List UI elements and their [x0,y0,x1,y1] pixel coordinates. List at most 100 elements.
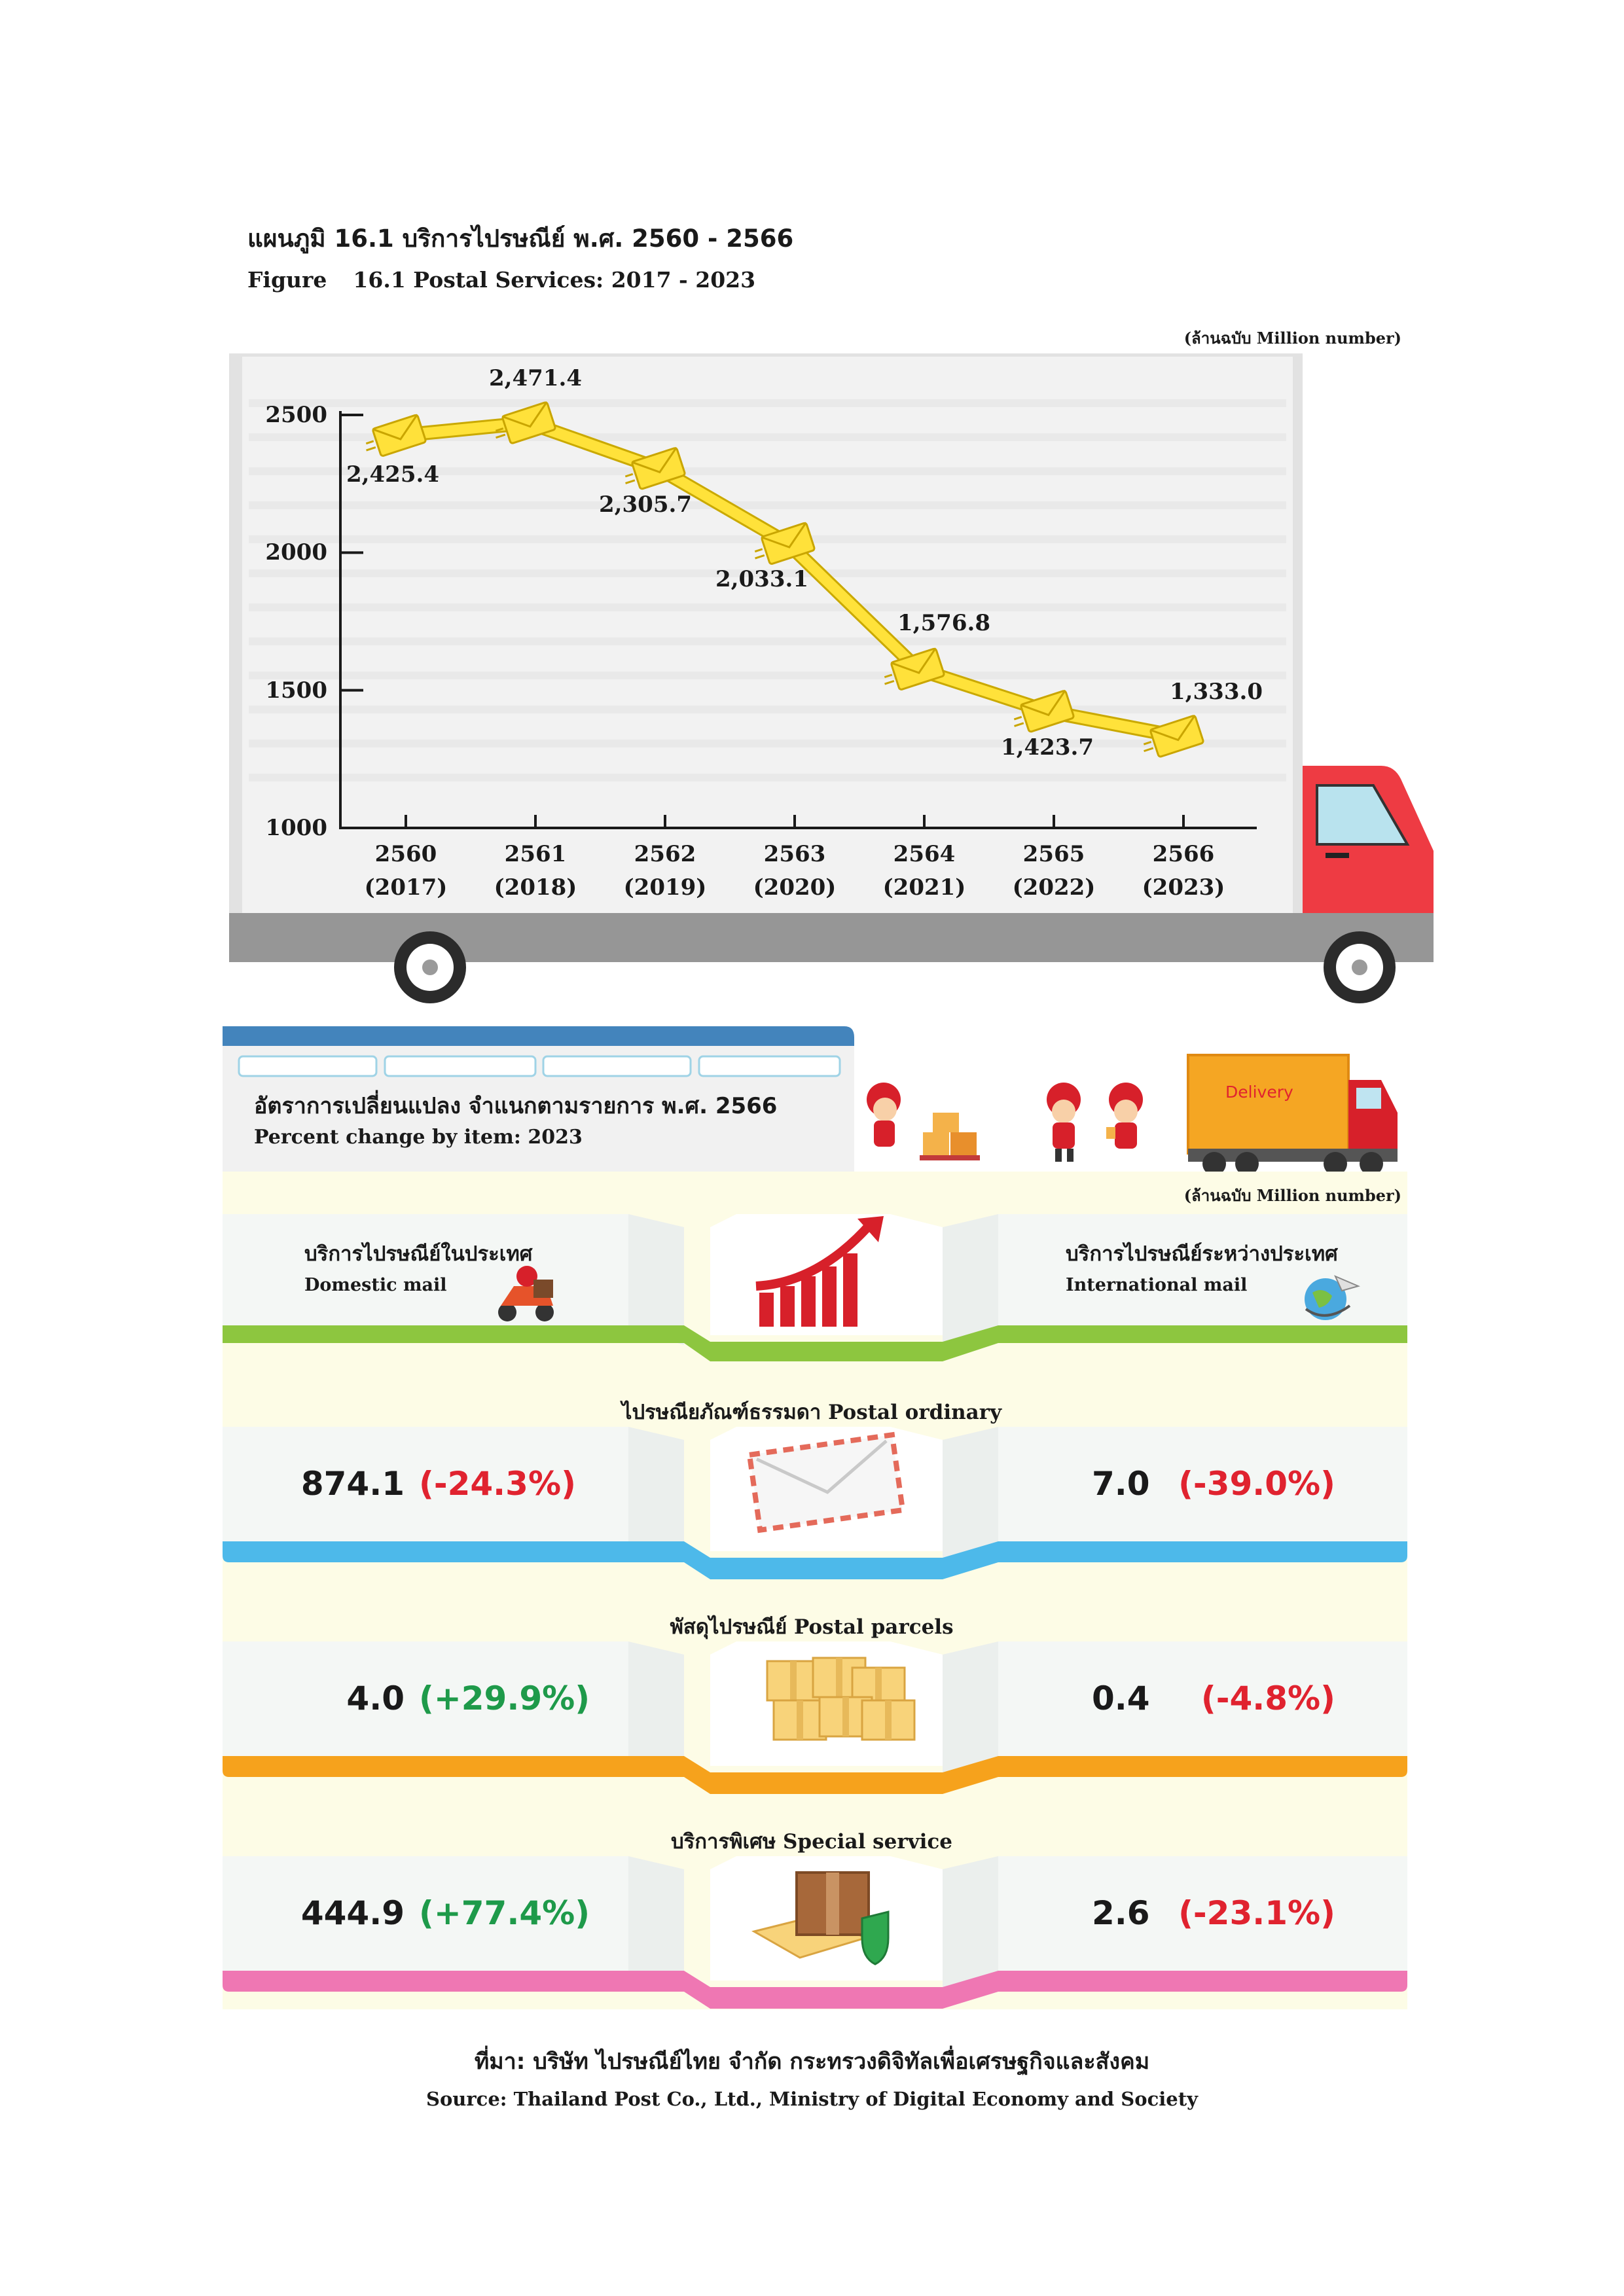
truck-window [1316,784,1410,846]
x-tick-label: 2565 [1022,841,1085,867]
international-value: 2.6 [1092,1894,1150,1932]
y-ticks [340,414,363,829]
globe-airplane-icon [1305,1275,1361,1320]
y-tick-label: 2500 [265,402,327,428]
category-row [223,1641,1407,1794]
envelope-marker [884,647,945,691]
chart-unit: (ล้านฉบับ Million number) [1183,329,1401,348]
domestic-value: 444.9 [300,1894,405,1932]
chart-title-th: แผนภูมิ 16.1 บริการไปรษณีย์ พ.ศ. 2560 - … [247,224,794,253]
category-label: พัสดุไปรษณีย์ Postal parcels [670,1615,954,1639]
boxes-icon [766,1657,916,1741]
source-en: Source: Thailand Post Co., Ltd., Ministr… [426,2088,1198,2110]
category-row [223,1427,1407,1579]
x-tick-label: 2563 [763,841,826,867]
international-pct: (-23.1%) [1178,1894,1335,1932]
growth-chart-icon [755,1216,884,1327]
section-header-band [223,1026,854,1046]
domestic-heading-en: Domestic mail [304,1275,447,1295]
category-row [223,1856,1407,2009]
domestic-value: 874.1 [300,1465,405,1503]
x-tick-label: 2562 [634,841,696,867]
gridline [249,603,1286,611]
envelope-marker [365,414,427,457]
x-ticks [405,815,1185,828]
gridline [249,569,1286,577]
y-tick-label: 2000 [265,539,327,566]
x-tick-label-en: (2022) [1012,874,1096,901]
data-label: 2,033.1 [715,566,808,593]
section-title-th: อัตราการเปลี่ยนแปลง จำแนกตามรายการ พ.ศ. … [254,1093,778,1119]
source-th: ที่มา: บริษัท ไปรษณีย์ไทย จำกัด กระทรวงด… [474,2049,1150,2075]
x-tick-label: 2564 [893,841,956,867]
international-heading-en: International mail [1066,1275,1248,1295]
envelope-marker [495,401,556,444]
series-markers [365,401,1204,758]
data-label: 1,333.0 [1170,678,1263,705]
gridline [249,706,1286,713]
domestic-pct: (+77.4%) [419,1894,590,1932]
figure-label: Figure [247,267,327,293]
data-label: 2,425.4 [346,461,439,488]
international-heading-th: บริการไปรษณีย์ระหว่างประเทศ [1066,1242,1338,1266]
international-value: 7.0 [1092,1465,1150,1503]
figure-title: 16.1 Postal Services: 2017 - 2023 [353,267,756,293]
category-band [223,1971,1407,2009]
dashed-tabs [238,1055,841,1077]
scooter-courier-icon [498,1266,554,1321]
gridline [249,467,1286,475]
y-tick-label: 1500 [265,677,327,704]
x-tick-label: 2561 [504,841,567,867]
data-label: 1,576.8 [897,610,990,637]
international-pct: (-4.8%) [1200,1679,1335,1717]
gridline [249,637,1286,645]
delivery-truck-icon [1187,1054,1398,1175]
category-label: บริการพิเศษ Special service [670,1830,953,1854]
domestic-pct: (+29.9%) [419,1679,590,1717]
x-tick-label: 2566 [1152,841,1215,867]
x-tick-label-en: (2017) [364,874,448,901]
data-label: 1,423.7 [1001,734,1094,761]
category-band [223,1541,1407,1579]
data-label: 2,471.4 [489,365,582,392]
gridline [249,501,1286,509]
truck-wheel-rear [394,931,466,1003]
x-tick-label-en: (2020) [753,874,837,901]
y-tick-label: 1000 [265,815,327,841]
x-tick-label-en: (2021) [882,874,966,901]
x-tick-label-en: (2019) [623,874,707,901]
truck-wheel-front [1324,931,1396,1003]
category-rows [223,1427,1407,2009]
envelope-marker [1013,689,1075,733]
section-title-en: Percent change by item: 2023 [254,1126,583,1149]
category-label: ไปรษณียภัณฑ์ธรรมดา Postal ordinary [621,1401,1002,1424]
postwoman-icon [1106,1083,1143,1149]
gridline [249,774,1286,781]
secure-parcel-icon [751,1871,890,1965]
postman-icon [1047,1083,1081,1162]
domestic-pct: (-24.3%) [419,1465,576,1503]
chart-title-en: Figure 16.1 Postal Services: 2017 - 2023 [247,267,755,293]
domestic-heading-th: บริการไปรษณีย์ในประเทศ [304,1242,533,1266]
envelope-icon [746,1431,906,1534]
chart-gridlines [249,399,1286,781]
delivery-truck-label: Delivery [1225,1083,1293,1102]
section-header-box [223,1026,854,1172]
envelope-marker [1143,715,1204,758]
section-unit: (ล้านฉบับ Million number) [1183,1186,1401,1205]
postman-with-boxes-icon [867,1083,980,1160]
truck-door-handle [1326,853,1349,858]
envelope-marker [754,522,816,565]
international-pct: (-39.0%) [1178,1465,1335,1503]
x-tick-label: 2560 [374,841,437,867]
gridline [249,740,1286,747]
gridline [249,399,1286,407]
data-label: 2,305.7 [599,491,692,518]
category-band [223,1756,1407,1794]
domestic-value: 4.0 [346,1679,405,1717]
envelope-marker [624,446,686,490]
x-tick-label-en: (2023) [1142,874,1225,901]
international-value: 0.4 [1092,1679,1150,1717]
gridline [249,672,1286,679]
